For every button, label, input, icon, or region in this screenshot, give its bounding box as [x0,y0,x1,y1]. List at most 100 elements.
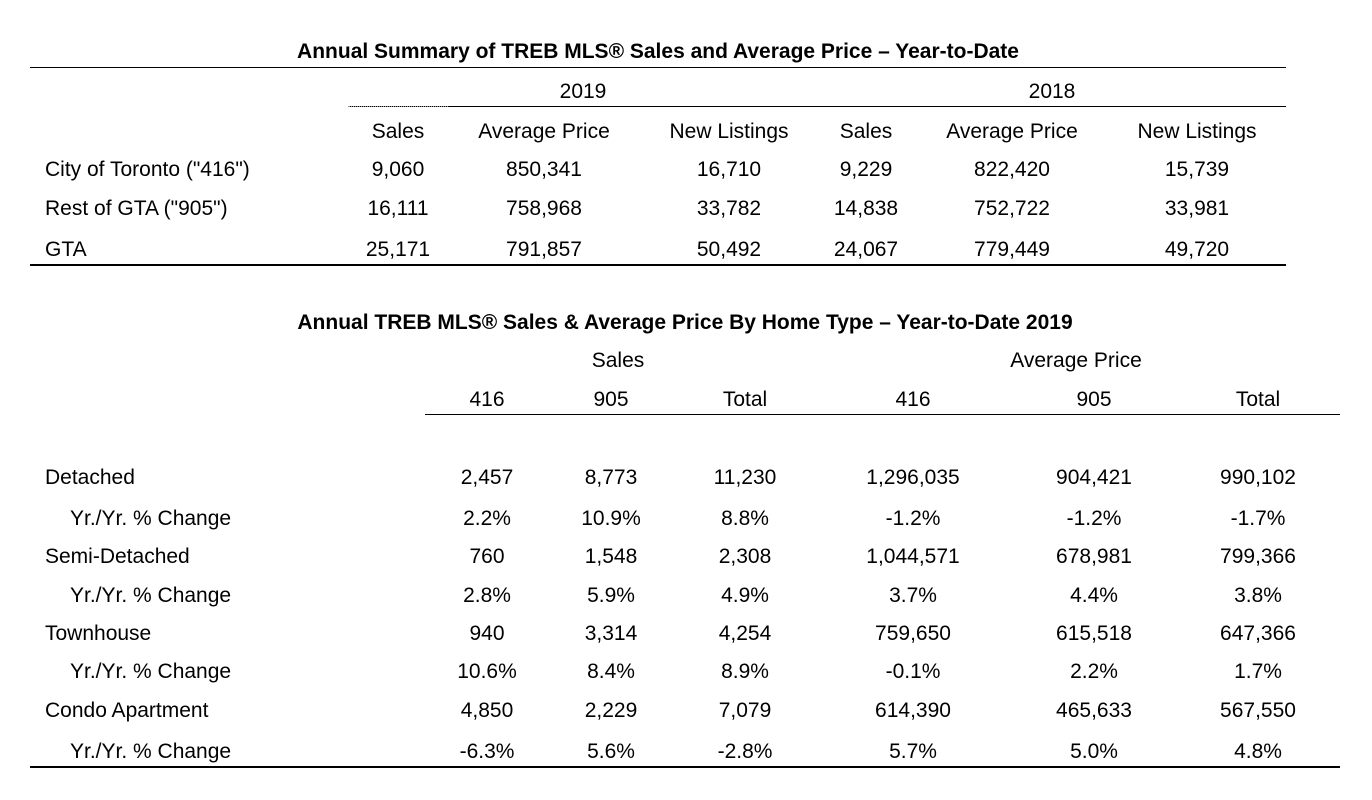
table1-row-label: GTA [45,238,87,261]
table2-group-avg-price: Average Price [1010,349,1142,372]
table2-bottom-rule [30,766,1340,768]
table1-row-label: City of Toronto ("416") [45,158,250,181]
table2-col-905-sales: 905 [593,388,629,411]
table2-row-label: Yr./Yr. % Change [70,740,232,763]
table1-cell: 791,857 [506,238,582,261]
table2-cell: 1,548 [584,545,638,568]
table1-cell: 16,111 [367,197,429,220]
table2-col-total-sales: Total [722,388,768,411]
table1-year-2018: 2018 [1028,80,1076,103]
table2-cell: 7,079 [718,699,772,722]
table1-col-new-listings-2019: New Listings [669,120,789,143]
table2-col-905-price: 905 [1076,388,1112,411]
table2-cell: 1.7% [1234,660,1282,683]
table2-cell: 10.6% [457,660,517,683]
table2-cell: 4.4% [1070,584,1118,607]
table2-cell: 3,314 [584,622,638,645]
table2-cell: 11,230 [713,466,777,489]
table1-col-sales-2019: Sales [371,120,425,143]
table1-top-rule [30,67,1286,68]
table2-col-416-sales: 416 [469,388,505,411]
table1-year-2019: 2019 [559,80,607,103]
table2-cell: 5.6% [587,740,635,763]
table2-cell: -1.2% [885,507,941,530]
table2-cell: -1.7% [1230,507,1286,530]
table2-cell: 4.8% [1234,740,1282,763]
table1-year-rule [348,106,1286,107]
table2-cell: 4.9% [721,584,769,607]
table1-cell: 33,782 [696,197,762,220]
table2-cell: -1.2% [1066,507,1122,530]
table1-cell: 24,067 [833,238,899,261]
table2-col-total-price: Total [1235,388,1281,411]
table2-cell: 1,296,035 [866,466,960,489]
table2-row-label: Condo Apartment [45,699,209,722]
table1-col-sales-2018: Sales [839,120,893,143]
table2-group-sales: Sales [591,349,645,372]
table2-row-label: Detached [45,466,135,489]
table2-cell: 759,650 [875,622,951,645]
table1-cell: 9,229 [839,158,893,181]
table2-cell: 2.2% [463,507,511,530]
table2-cell: 760 [469,545,505,568]
table1-title: Annual Summary of TREB MLS® Sales and Av… [297,40,1019,63]
table2-cell: -6.3% [459,740,515,763]
table1-cell: 752,722 [974,197,1050,220]
table2-cell: 678,981 [1056,545,1132,568]
table2-row-label: Yr./Yr. % Change [70,660,232,683]
table2-row-label: Townhouse [45,622,152,645]
table2-cell: 4,850 [460,699,514,722]
table1-col-new-listings-2018: New Listings [1137,120,1257,143]
table2-cell: 4,254 [718,622,772,645]
table2-row-label: Yr./Yr. % Change [70,584,232,607]
table2-cell: 647,366 [1220,622,1296,645]
table2-cell: 8.4% [587,660,635,683]
table1-col-avg-price-2019: Average Price [478,120,610,143]
table2-cell: 2,308 [718,545,772,568]
table2-row-label: Yr./Yr. % Change [70,507,232,530]
table1-cell: 9,060 [371,158,425,181]
table2-header-rule [425,414,1340,415]
table1-cell: 779,449 [974,238,1050,261]
table2-cell: 8.9% [721,660,769,683]
table2-cell: 2,229 [584,699,638,722]
table1-cell: 25,171 [365,238,431,261]
table2-cell: 2,457 [460,466,514,489]
table2-cell: -2.8% [717,740,773,763]
table2-cell: 5.7% [889,740,937,763]
table2-cell: 940 [469,622,505,645]
table2-title: Annual TREB MLS® Sales & Average Price B… [297,311,1073,334]
table2-cell: 567,550 [1220,699,1296,722]
table2-row-label: Semi-Detached [45,545,190,568]
table1-bottom-rule [30,264,1286,266]
table2-cell: 904,421 [1056,466,1132,489]
table2-cell: 465,633 [1056,699,1132,722]
table2-cell: 8,773 [584,466,638,489]
table2-cell: 8.8% [721,507,769,530]
table1-cell: 49,720 [1164,238,1230,261]
table2-cell: 10.9% [581,507,641,530]
table2-cell: 615,518 [1056,622,1132,645]
table2-col-416-price: 416 [895,388,931,411]
table2-cell: 3.8% [1234,584,1282,607]
table2-cell: -0.1% [885,660,941,683]
table1-cell: 14,838 [833,197,899,220]
table1-cell: 15,739 [1164,158,1230,181]
table1-cell: 50,492 [696,238,762,261]
table2-cell: 3.7% [889,584,937,607]
table2-cell: 5.9% [587,584,635,607]
table1-cell: 33,981 [1164,197,1230,220]
divider [348,106,448,107]
table1-col-avg-price-2018: Average Price [946,120,1078,143]
table1-cell: 758,968 [506,197,582,220]
table2-cell: 614,390 [875,699,951,722]
table2-cell: 2.8% [463,584,511,607]
table2-cell: 1,044,571 [866,545,960,568]
table2-cell: 799,366 [1220,545,1296,568]
table1-row-label: Rest of GTA ("905") [45,197,228,220]
table2-cell: 2.2% [1070,660,1118,683]
table1-cell: 16,710 [696,158,762,181]
table1-cell: 822,420 [974,158,1050,181]
table1-cell: 850,341 [506,158,582,181]
table2-cell: 5.0% [1070,740,1118,763]
